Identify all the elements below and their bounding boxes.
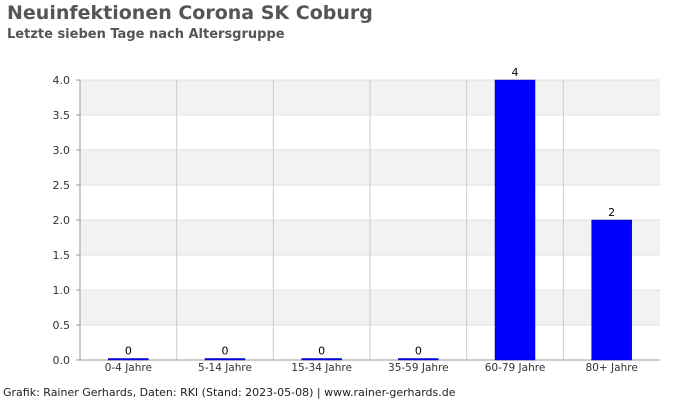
y-tick-label: 0.0 — [53, 354, 71, 367]
x-tick-label: 0-4 Jahre — [105, 362, 152, 374]
data-label: 0 — [415, 345, 422, 358]
x-tick-label: 5-14 Jahre — [198, 362, 252, 374]
y-tick-label: 4.0 — [53, 74, 71, 87]
bar — [108, 358, 149, 361]
bar — [204, 358, 246, 361]
bar — [301, 358, 342, 361]
bar — [494, 79, 536, 361]
footer-credit: Grafik: Rainer Gerhards, Daten: RKI (Sta… — [3, 386, 456, 399]
y-tick-label: 0.5 — [53, 319, 71, 332]
bar — [591, 219, 632, 361]
y-tick-label: 2.5 — [53, 179, 71, 192]
x-tick-label: 35-59 Jahre — [388, 362, 449, 374]
y-tick-label: 3.5 — [53, 109, 71, 122]
y-tick-label: 3.0 — [53, 144, 71, 157]
data-label: 0 — [222, 345, 229, 358]
y-tick-label: 1.5 — [53, 249, 71, 262]
y-tick-label: 1.0 — [53, 284, 71, 297]
data-label: 4 — [512, 66, 519, 79]
bar — [398, 358, 439, 361]
chart-title: Neuinfektionen Corona SK Coburg — [7, 2, 373, 24]
x-tick-label: 60-79 Jahre — [485, 362, 546, 374]
chart-subtitle: Letzte sieben Tage nach Altersgruppe — [7, 27, 285, 42]
y-tick-label: 2.0 — [53, 214, 71, 227]
x-tick-label: 15-34 Jahre — [291, 362, 352, 374]
x-tick-label: 80+ Jahre — [586, 362, 638, 374]
data-label: 2 — [608, 206, 615, 219]
data-label: 0 — [125, 345, 132, 358]
data-label: 0 — [318, 345, 325, 358]
